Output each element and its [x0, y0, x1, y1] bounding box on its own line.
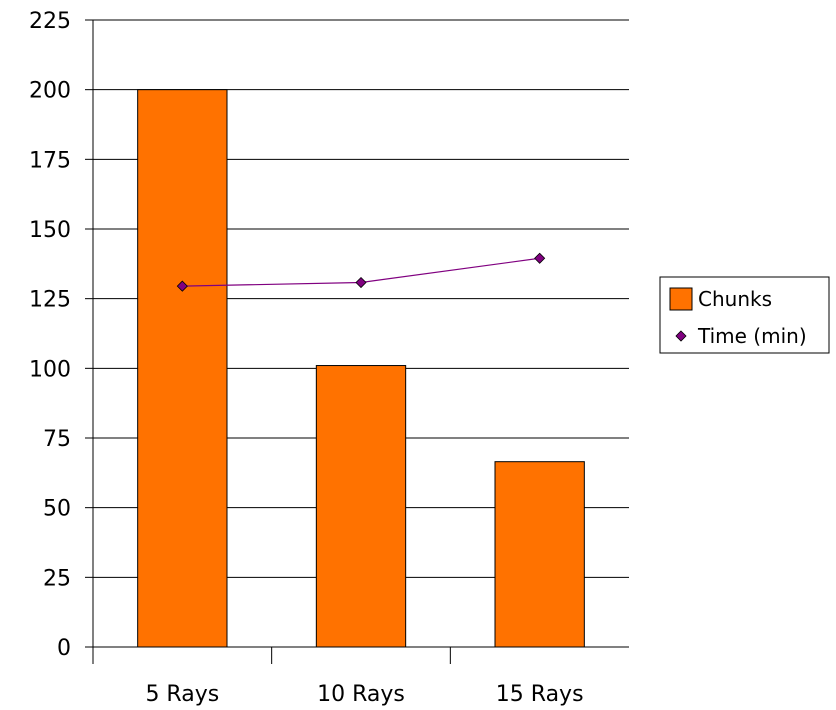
y-tick-label-150: 150	[29, 218, 71, 243]
time-point-2	[534, 252, 546, 264]
y-tick-label-100: 100	[29, 357, 71, 382]
legend-label-time: Time (min)	[697, 324, 807, 348]
x-axis-tick-labels: 5 Rays 10 Rays 15 Rays	[145, 682, 583, 707]
legend: Chunks Time (min)	[659, 276, 830, 354]
y-tick-label-25: 25	[43, 566, 71, 591]
x-tick-label-2: 15 Rays	[496, 682, 584, 707]
y-tick-label-75: 75	[43, 427, 71, 452]
y-tick-label-175: 175	[29, 148, 71, 173]
time-point-0	[176, 280, 188, 292]
bar-series-chunks	[137, 89, 585, 648]
bar-2	[494, 461, 585, 648]
legend-swatch-chunks	[669, 287, 693, 311]
y-axis-tick-labels: 0 25 50 75 100 125 150 175 200 225	[29, 9, 71, 661]
bar-0	[137, 89, 228, 648]
y-tick-label-50: 50	[43, 497, 71, 522]
bar-1	[315, 365, 407, 648]
legend-marker-time	[675, 330, 687, 342]
x-tick-label-0: 5 Rays	[145, 682, 219, 707]
x-axis	[92, 20, 629, 664]
line-series-time	[176, 252, 546, 292]
time-point-1	[355, 276, 367, 289]
y-tick-label-225: 225	[29, 9, 71, 34]
y-tick-label-125: 125	[29, 288, 71, 313]
y-tick-label-0: 0	[57, 636, 71, 661]
y-tick-label-200: 200	[29, 79, 71, 104]
x-tick-label-1: 10 Rays	[317, 682, 405, 707]
legend-label-chunks: Chunks	[698, 287, 772, 311]
